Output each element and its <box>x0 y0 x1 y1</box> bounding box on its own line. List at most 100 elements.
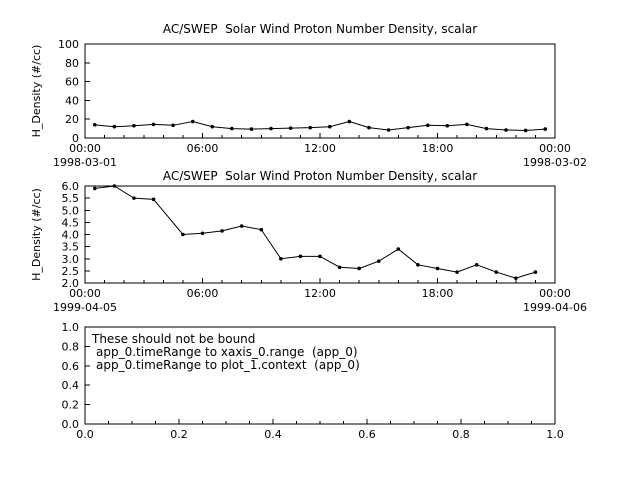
x-tick-label: 12:00 <box>304 287 336 300</box>
plot-2-title: AC/SWEP Solar Wind Proton Number Density… <box>162 169 478 183</box>
data-point-marker <box>269 126 273 131</box>
annotation-line-2: app_0.timeRange to xaxis_0.range (app_0) <box>96 345 358 359</box>
data-point-marker <box>298 254 303 259</box>
data-point-marker <box>92 123 97 127</box>
data-point-marker <box>386 128 391 132</box>
data-point-marker <box>132 196 136 200</box>
data-point-marker <box>376 259 381 263</box>
annotation-line-3: app_0.timeRange to plot_1.context (app_0… <box>96 358 360 372</box>
x-tick-label: 00:00 <box>69 142 101 155</box>
x-tick-label: 0.6 <box>358 428 376 441</box>
data-point-marker <box>112 184 117 188</box>
plot-3: 0.0 0.2 0.4 0.6 0.8 1.0 0.0 0.2 0.4 0.6 0.8 1.0 <box>62 321 564 441</box>
data-point-marker <box>259 227 264 232</box>
data-point-marker <box>181 232 185 237</box>
annotation-line-1: These should not be bound <box>92 332 256 346</box>
data-point-marker <box>347 119 352 124</box>
data-point-marker <box>112 124 117 129</box>
x-tick-label: 1.0 <box>546 428 564 441</box>
y-tick-label: 4.5 <box>62 216 80 229</box>
data-point-marker <box>543 127 548 131</box>
plot-2-canvas[interactable] <box>84 185 556 284</box>
data-point-marker <box>327 124 332 129</box>
y-tick-label: 40 <box>65 94 79 107</box>
data-point-marker <box>318 254 322 259</box>
data-point-marker <box>220 229 224 233</box>
data-point-marker <box>308 125 313 130</box>
data-point-marker <box>190 119 195 124</box>
y-tick-label: 0.8 <box>62 340 80 353</box>
x-start-date-label: 1999-04-05 <box>53 301 117 314</box>
data-point-marker <box>494 270 499 274</box>
x-tick-label: 0.0 <box>76 428 94 441</box>
y-tick-label: 4.0 <box>62 229 80 242</box>
x-tick-label: 00:00 <box>69 287 101 300</box>
data-point-marker <box>337 265 342 270</box>
data-point-marker <box>132 123 136 128</box>
data-point-marker <box>230 126 234 131</box>
x-tick-label: 12:00 <box>304 142 336 155</box>
x-tick-label: 18:00 <box>422 142 454 155</box>
y-tick-label: 1.0 <box>62 321 80 334</box>
x-tick-label: 06:00 <box>187 287 219 300</box>
data-point-marker <box>425 123 430 128</box>
y-tick-label: 2.5 <box>62 265 80 278</box>
data-point-marker <box>406 125 410 130</box>
plot-3-x-axis[interactable]: 0.0 0.2 0.4 0.6 0.8 1.0 <box>76 419 564 441</box>
data-point-marker <box>474 263 479 267</box>
plot-1-y-axis-label: H_Density (#/cc) <box>30 45 43 138</box>
x-tick-label: 0.4 <box>264 428 282 441</box>
y-tick-label: 0 <box>72 132 79 145</box>
y-tick-label: 80 <box>65 57 79 70</box>
x-tick-label: 0.2 <box>170 428 188 441</box>
plot-2-data-line <box>94 185 536 279</box>
data-point-marker <box>210 124 215 129</box>
data-point-marker <box>455 270 459 274</box>
y-tick-label: 3.0 <box>62 253 80 266</box>
data-point-marker <box>249 127 254 131</box>
plot-1-canvas[interactable] <box>84 43 556 139</box>
data-point-marker <box>151 197 156 202</box>
data-point-marker <box>288 126 293 130</box>
x-tick-label: 00:00 <box>539 142 571 155</box>
data-point-marker <box>465 122 469 127</box>
plot-2-y-axis[interactable]: 2.02.53.03.54.04.55.05.56.0 <box>62 180 91 290</box>
data-point-marker <box>357 266 361 271</box>
y-tick-label: 20 <box>65 113 79 126</box>
data-point-marker <box>200 231 205 236</box>
y-tick-label: 5.0 <box>62 204 80 217</box>
data-point-marker <box>445 123 450 128</box>
x-tick-label: 06:00 <box>187 142 219 155</box>
plot-2: 2.02.53.03.54.04.55.05.56.000:00 06:00 12:… <box>30 180 587 314</box>
y-tick-label: 5.5 <box>62 192 80 205</box>
data-point-marker <box>533 270 538 274</box>
data-point-marker <box>92 186 97 191</box>
data-point-marker <box>416 263 420 267</box>
y-tick-label: 2.0 <box>62 277 80 290</box>
data-point-marker <box>367 125 371 130</box>
y-tick-label: 0.6 <box>62 360 80 373</box>
x-end-date-label: 1999-04-06 <box>523 301 587 314</box>
plot-1-data-line <box>94 121 546 131</box>
plot-3-y-axis[interactable]: 0.0 0.2 0.4 0.6 0.8 1.0 <box>62 321 91 431</box>
x-start-date-label: 1998-03-01 <box>53 156 117 169</box>
y-tick-label: 60 <box>65 76 79 89</box>
plot-1-y-axis[interactable]: 0 20 40 60 80 100 <box>58 38 90 145</box>
y-tick-label: 6.0 <box>62 180 80 193</box>
y-tick-label: 100 <box>58 38 79 51</box>
data-point-marker <box>435 266 440 271</box>
data-point-marker <box>514 276 518 280</box>
data-point-marker <box>504 128 508 132</box>
x-tick-label: 18:00 <box>422 287 454 300</box>
data-point-marker <box>151 122 156 127</box>
y-tick-label: 0.4 <box>62 379 80 392</box>
data-point-marker <box>171 123 175 128</box>
y-tick-label: 0.2 <box>62 399 80 412</box>
x-end-date-label: 1998-03-02 <box>523 156 587 169</box>
y-tick-label: 3.5 <box>62 241 80 254</box>
data-point-marker <box>523 128 528 133</box>
